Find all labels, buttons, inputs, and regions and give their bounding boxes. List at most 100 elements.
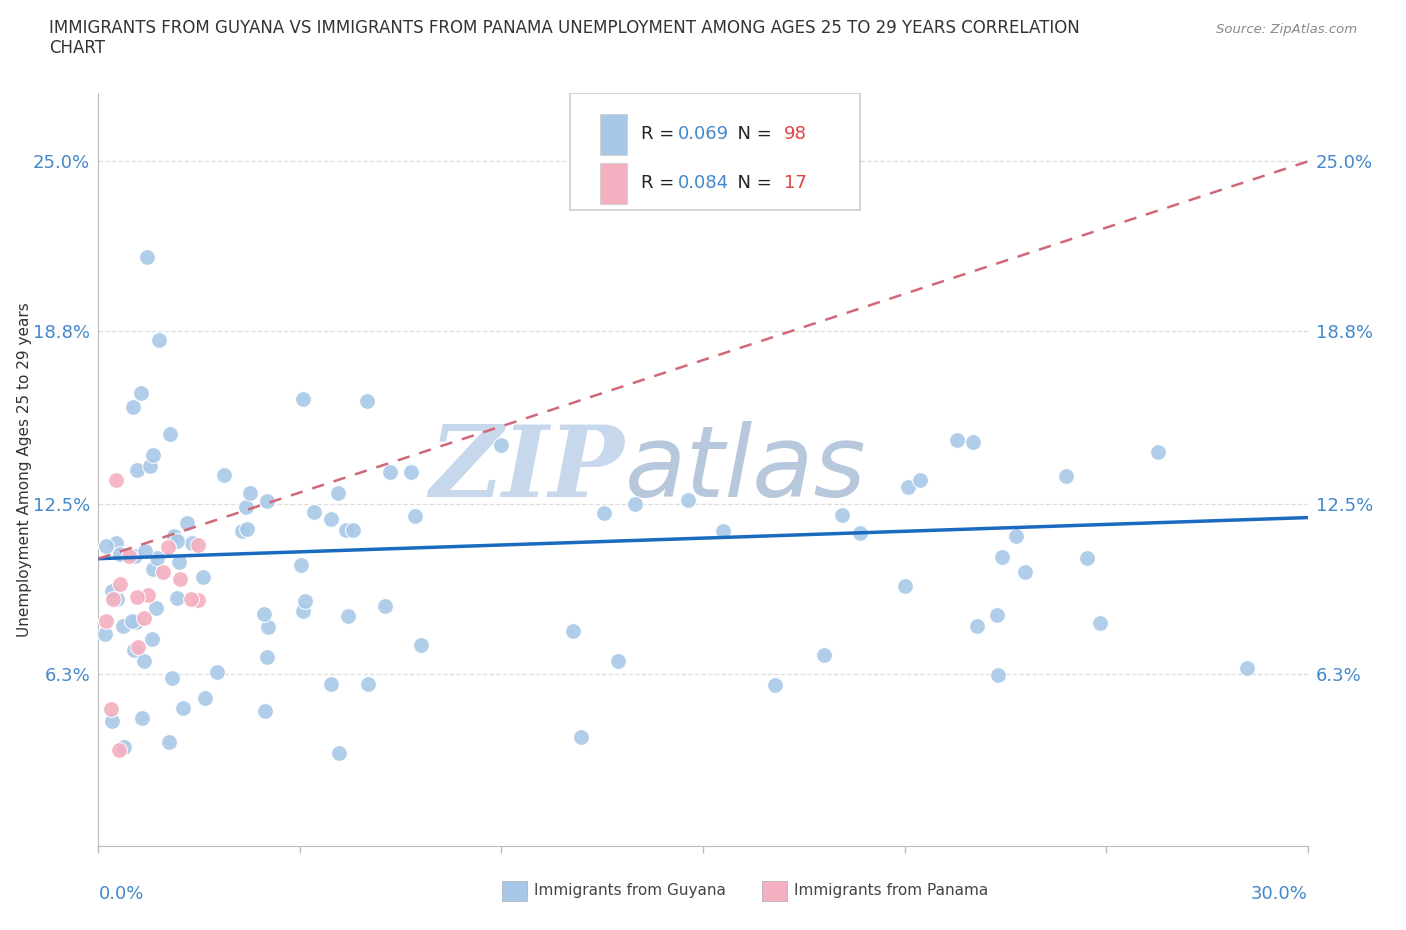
Point xyxy=(335,523,357,538)
Point xyxy=(321,512,343,526)
Point xyxy=(831,508,853,523)
Point xyxy=(257,619,280,634)
Point xyxy=(897,479,920,494)
Text: N =: N = xyxy=(725,175,778,193)
Point xyxy=(176,516,198,531)
Point xyxy=(101,591,124,605)
Point xyxy=(145,601,167,616)
Y-axis label: Unemployment Among Ages 25 to 29 years: Unemployment Among Ages 25 to 29 years xyxy=(17,302,32,637)
Point xyxy=(1004,529,1026,544)
Point xyxy=(101,713,124,728)
Point xyxy=(328,746,350,761)
Point xyxy=(180,591,202,606)
Point xyxy=(127,639,149,654)
Text: Immigrants from Panama: Immigrants from Panama xyxy=(794,883,988,897)
Point xyxy=(357,677,380,692)
Point xyxy=(1236,661,1258,676)
Point xyxy=(111,618,134,633)
Point xyxy=(108,547,131,562)
Point xyxy=(112,740,135,755)
Text: 0.0%: 0.0% xyxy=(98,885,143,903)
Text: 0.084: 0.084 xyxy=(678,175,728,193)
Point xyxy=(148,332,170,347)
Point xyxy=(205,665,228,680)
FancyBboxPatch shape xyxy=(569,93,860,210)
Point xyxy=(159,426,181,441)
Point xyxy=(167,554,190,569)
Point xyxy=(187,538,209,552)
Point xyxy=(239,485,262,500)
Point xyxy=(1014,565,1036,579)
Point xyxy=(121,399,143,414)
Point xyxy=(336,608,359,623)
Point xyxy=(253,606,276,621)
Point xyxy=(101,591,124,606)
Text: IMMIGRANTS FROM GUYANA VS IMMIGRANTS FROM PANAMA UNEMPLOYMENT AMONG AGES 25 TO 2: IMMIGRANTS FROM GUYANA VS IMMIGRANTS FRO… xyxy=(49,19,1080,36)
Point xyxy=(294,594,316,609)
Point xyxy=(561,624,583,639)
Point xyxy=(378,465,401,480)
Point xyxy=(212,468,235,483)
Text: 17: 17 xyxy=(785,175,807,193)
Point xyxy=(187,592,209,607)
Point xyxy=(194,690,217,705)
Point xyxy=(893,578,915,593)
Point xyxy=(491,437,513,452)
Point xyxy=(125,615,148,630)
Text: N =: N = xyxy=(725,126,778,143)
Point xyxy=(676,493,699,508)
Point xyxy=(569,729,592,744)
Point xyxy=(162,671,184,685)
Point xyxy=(1147,445,1170,459)
Point xyxy=(94,627,117,642)
Point xyxy=(108,576,131,591)
Point xyxy=(328,485,350,500)
Point xyxy=(180,535,202,550)
Point xyxy=(152,565,174,579)
Point xyxy=(256,494,278,509)
Point xyxy=(131,711,153,726)
Point xyxy=(118,549,141,564)
Point xyxy=(141,631,163,646)
Point xyxy=(962,434,984,449)
Text: R =: R = xyxy=(641,126,681,143)
Text: 98: 98 xyxy=(785,126,807,143)
Point xyxy=(711,524,734,538)
Point xyxy=(1054,469,1077,484)
Text: CHART: CHART xyxy=(49,39,105,57)
Text: ZIP: ZIP xyxy=(429,421,624,518)
Point xyxy=(166,534,188,549)
Point xyxy=(127,462,149,477)
Point xyxy=(1076,551,1098,565)
Point xyxy=(374,598,396,613)
Point xyxy=(966,619,988,634)
Point xyxy=(136,588,159,603)
Text: 0.069: 0.069 xyxy=(678,126,728,143)
Point xyxy=(100,702,122,717)
Point xyxy=(763,678,786,693)
Point xyxy=(302,505,325,520)
Point xyxy=(101,583,124,598)
FancyBboxPatch shape xyxy=(600,113,627,155)
Point xyxy=(986,607,1008,622)
Point xyxy=(121,614,143,629)
Text: R =: R = xyxy=(641,175,681,193)
Point xyxy=(135,250,157,265)
Point xyxy=(94,614,117,629)
Point xyxy=(356,393,378,408)
Point xyxy=(107,743,129,758)
Point xyxy=(321,677,343,692)
Point xyxy=(104,472,127,487)
Point xyxy=(991,549,1014,564)
Text: Source: ZipAtlas.com: Source: ZipAtlas.com xyxy=(1216,23,1357,36)
Point xyxy=(624,497,647,512)
Point xyxy=(193,569,215,584)
Point xyxy=(139,458,162,473)
Point xyxy=(96,538,118,553)
Point xyxy=(235,499,257,514)
Point xyxy=(593,506,616,521)
Point xyxy=(945,432,967,447)
Point xyxy=(405,509,427,524)
Point xyxy=(169,572,191,587)
Point xyxy=(163,528,186,543)
